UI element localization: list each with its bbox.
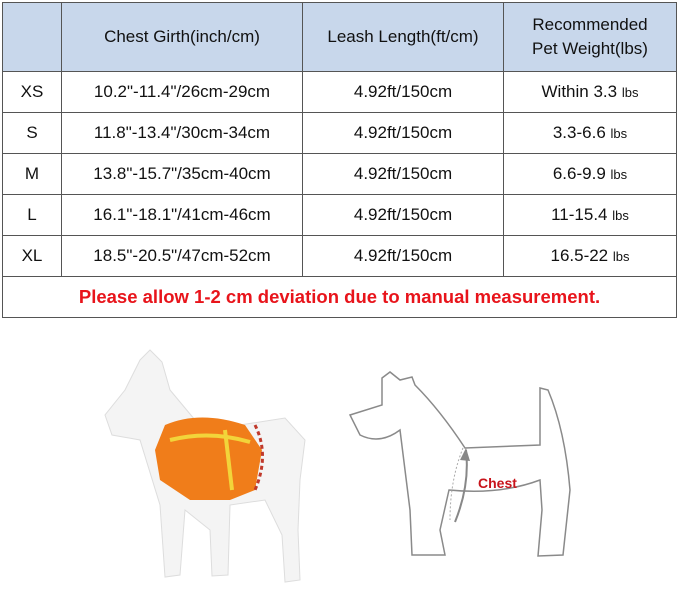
note-row: Please allow 1-2 cm deviation due to man… [2, 276, 677, 318]
weight-unit: lbs [610, 167, 628, 182]
table-row: XS 10.2"-11.4"/26cm-29cm 4.92ft/150cm Wi… [2, 71, 677, 113]
size-cell: XL [2, 235, 62, 277]
weight-unit: lbs [621, 85, 639, 100]
leash-length-cell: 4.92ft/150cm [302, 235, 504, 277]
header-chest-girth: Chest Girth(inch/cm) [61, 2, 303, 72]
arrow-head-icon [460, 448, 470, 461]
header-weight-line1: Recommended [532, 15, 648, 34]
header-leash-length: Leash Length(ft/cm) [302, 2, 504, 72]
header-weight-line2: Pet Weight(lbs) [532, 39, 648, 58]
weight-value: 6.6-9.9 [552, 164, 606, 183]
table-header-row: Chest Girth(inch/cm) Leash Length(ft/cm)… [2, 2, 677, 72]
weight-unit: lbs [612, 208, 629, 223]
pet-weight-cell: 11-15.4 lbs [503, 194, 677, 236]
size-chart-table: Chest Girth(inch/cm) Leash Length(ft/cm)… [2, 2, 677, 318]
leash-length-cell: 4.92ft/150cm [302, 112, 504, 154]
leash-length-cell: 4.92ft/150cm [302, 71, 504, 113]
weight-value: Within 3.3 [541, 82, 618, 101]
illustrations: Chest [104, 349, 571, 583]
chest-girth-cell: 13.8"-15.7"/35cm-40cm [61, 153, 303, 195]
chest-label: Chest [478, 475, 517, 491]
pet-weight-cell: 3.3-6.6 lbs [503, 112, 677, 154]
chest-girth-cell: 10.2"-11.4"/26cm-29cm [61, 71, 303, 113]
header-pet-weight: Recommended Pet Weight(lbs) [503, 2, 677, 72]
deviation-note: Please allow 1-2 cm deviation due to man… [2, 276, 677, 318]
outline-dog-diagram: Chest [348, 371, 571, 557]
chest-girth-cell: 11.8"-13.4"/30cm-34cm [61, 112, 303, 154]
table-row: M 13.8"-15.7"/35cm-40cm 4.92ft/150cm 6.6… [2, 153, 677, 195]
header-size [2, 2, 62, 72]
mannequin-dog-with-harness [104, 349, 306, 583]
pet-weight-cell: 6.6-9.9 lbs [503, 153, 677, 195]
table-row: S 11.8"-13.4"/30cm-34cm 4.92ft/150cm 3.3… [2, 112, 677, 154]
weight-value: 16.5-22 [550, 246, 609, 265]
leash-length-cell: 4.92ft/150cm [302, 194, 504, 236]
weight-value: 3.3-6.6 [552, 123, 606, 142]
table-row: XL 18.5"-20.5"/47cm-52cm 4.92ft/150cm 16… [2, 235, 677, 277]
chest-girth-cell: 16.1"-18.1"/41cm-46cm [61, 194, 303, 236]
pet-weight-cell: 16.5-22 lbs [503, 235, 677, 277]
size-cell: M [2, 153, 62, 195]
size-cell: XS [2, 71, 62, 113]
size-cell: L [2, 194, 62, 236]
pet-weight-cell: Within 3.3 lbs [503, 71, 677, 113]
size-cell: S [2, 112, 62, 154]
table-row: L 16.1"-18.1"/41cm-46cm 4.92ft/150cm 11-… [2, 194, 677, 236]
chest-girth-cell: 18.5"-20.5"/47cm-52cm [61, 235, 303, 277]
leash-length-cell: 4.92ft/150cm [302, 153, 504, 195]
weight-unit: lbs [612, 249, 630, 264]
weight-value: 11-15.4 [551, 205, 608, 224]
weight-unit: lbs [610, 126, 628, 141]
